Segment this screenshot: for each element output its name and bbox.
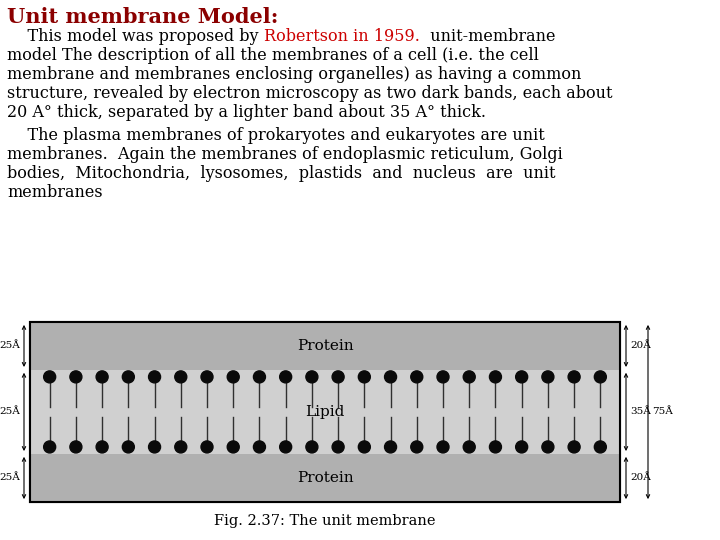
Circle shape: [490, 441, 501, 453]
Circle shape: [516, 441, 528, 453]
Text: 20Å: 20Å: [630, 474, 651, 482]
Circle shape: [359, 371, 370, 383]
Circle shape: [122, 441, 135, 453]
Circle shape: [568, 371, 580, 383]
Text: 25Å: 25Å: [0, 407, 20, 416]
Circle shape: [96, 371, 108, 383]
Circle shape: [122, 371, 135, 383]
Circle shape: [148, 441, 161, 453]
Circle shape: [175, 441, 186, 453]
Circle shape: [463, 441, 475, 453]
Text: 20 A° thick, separated by a lighter band about 35 A° thick.: 20 A° thick, separated by a lighter band…: [7, 104, 486, 121]
Circle shape: [279, 371, 292, 383]
Text: structure, revealed by electron microscopy as two dark bands, each about: structure, revealed by electron microsco…: [7, 85, 613, 102]
Text: membranes: membranes: [7, 184, 103, 201]
Circle shape: [542, 441, 554, 453]
Circle shape: [516, 371, 528, 383]
Text: The plasma membranes of prokaryotes and eukaryotes are unit: The plasma membranes of prokaryotes and …: [7, 127, 545, 144]
Bar: [30, 322, 620, 502]
Text: Robertson in 1959.: Robertson in 1959.: [264, 28, 420, 45]
Circle shape: [594, 371, 606, 383]
Circle shape: [306, 371, 318, 383]
Circle shape: [411, 371, 423, 383]
Circle shape: [490, 371, 501, 383]
Text: model The description of all the membranes of a cell (i.e. the cell: model The description of all the membran…: [7, 47, 539, 64]
Circle shape: [306, 441, 318, 453]
Bar: [30, 370, 620, 454]
Text: unit-membrane: unit-membrane: [420, 28, 555, 45]
Text: 25Å: 25Å: [0, 474, 20, 482]
Circle shape: [228, 441, 239, 453]
Circle shape: [359, 441, 370, 453]
Circle shape: [44, 371, 55, 383]
Text: 25Å: 25Å: [0, 341, 20, 350]
Circle shape: [437, 371, 449, 383]
Circle shape: [44, 441, 55, 453]
Circle shape: [332, 371, 344, 383]
Circle shape: [594, 441, 606, 453]
Bar: [30, 322, 620, 502]
Circle shape: [228, 371, 239, 383]
Circle shape: [384, 441, 397, 453]
Bar: [30, 454, 620, 502]
Text: membrane and membranes enclosing organelles) as having a common: membrane and membranes enclosing organel…: [7, 66, 581, 83]
Text: Unit membrane Model:: Unit membrane Model:: [7, 7, 279, 27]
Circle shape: [148, 371, 161, 383]
Text: Lipid: Lipid: [305, 405, 345, 419]
Text: 35Å: 35Å: [630, 407, 651, 416]
Circle shape: [279, 441, 292, 453]
Circle shape: [253, 371, 266, 383]
Circle shape: [175, 371, 186, 383]
Text: Fig. 2.37: The unit membrane: Fig. 2.37: The unit membrane: [215, 514, 436, 528]
Circle shape: [437, 441, 449, 453]
Text: 75Å: 75Å: [652, 408, 673, 416]
Bar: [30, 322, 620, 370]
Circle shape: [253, 441, 266, 453]
Text: 20Å: 20Å: [630, 341, 651, 350]
Circle shape: [411, 441, 423, 453]
Text: Protein: Protein: [297, 471, 354, 485]
Text: bodies,  Mitochondria,  lysosomes,  plastids  and  nucleus  are  unit: bodies, Mitochondria, lysosomes, plastid…: [7, 165, 556, 182]
Text: membranes.  Again the membranes of endoplasmic reticulum, Golgi: membranes. Again the membranes of endopl…: [7, 146, 563, 163]
Text: Protein: Protein: [297, 339, 354, 353]
Circle shape: [70, 441, 82, 453]
Circle shape: [568, 441, 580, 453]
Text: This model was proposed by: This model was proposed by: [7, 28, 264, 45]
Circle shape: [201, 441, 213, 453]
Circle shape: [542, 371, 554, 383]
Circle shape: [384, 371, 397, 383]
Circle shape: [201, 371, 213, 383]
Circle shape: [332, 441, 344, 453]
Circle shape: [70, 371, 82, 383]
Circle shape: [463, 371, 475, 383]
Circle shape: [96, 441, 108, 453]
